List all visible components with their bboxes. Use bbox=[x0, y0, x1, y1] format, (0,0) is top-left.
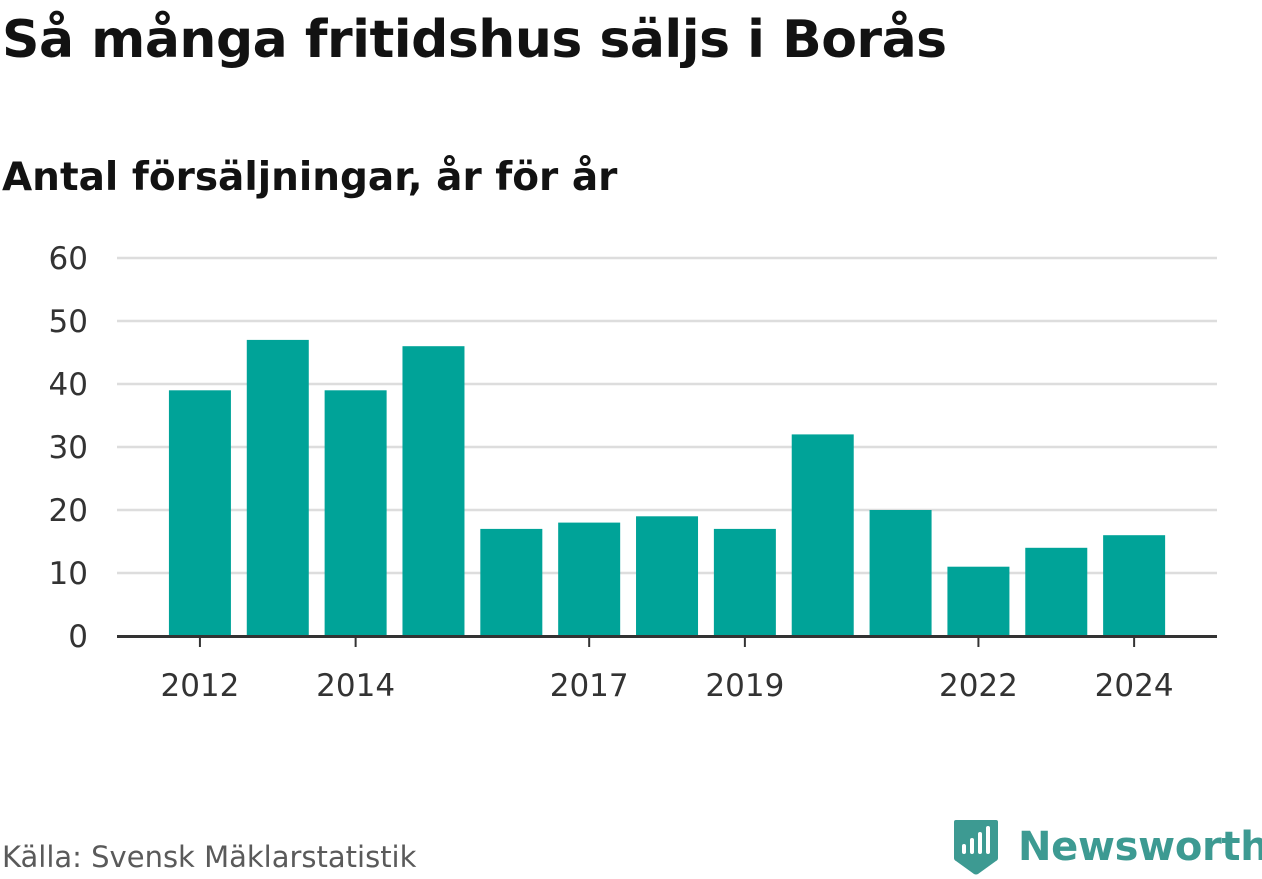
bar bbox=[324, 390, 387, 636]
x-tick-label: 2014 bbox=[316, 668, 395, 704]
bar-chart: 0 10 20 30 40 50 60 2012 2014 2017 2019 2022 2024 bbox=[49, 241, 1217, 704]
bar bbox=[558, 522, 621, 636]
bars bbox=[168, 339, 1166, 636]
x-tick-label: 2024 bbox=[1095, 668, 1174, 704]
x-tick-label: 2019 bbox=[705, 668, 784, 704]
bar bbox=[947, 566, 1010, 636]
chart-title: Så många fritidshus säljs i Borås bbox=[2, 10, 947, 70]
y-tick-label: 50 bbox=[49, 304, 88, 340]
bar bbox=[869, 510, 932, 636]
y-tick-label: 10 bbox=[49, 556, 88, 592]
x-tick-label: 2022 bbox=[939, 668, 1018, 704]
y-tick-label: 60 bbox=[49, 241, 88, 277]
newsworthy-logo-icon bbox=[954, 820, 998, 875]
x-axis-tick-labels: 2012 2014 2017 2019 2022 2024 bbox=[160, 668, 1173, 704]
bar bbox=[1103, 535, 1166, 636]
bar bbox=[1025, 547, 1088, 636]
bar bbox=[480, 528, 543, 636]
bar bbox=[636, 516, 699, 636]
source-note: Källa: Svensk Mäklarstatistik bbox=[2, 840, 417, 874]
bar bbox=[168, 390, 231, 636]
y-tick-label: 40 bbox=[49, 367, 88, 403]
brand-logo: Newsworthy bbox=[952, 818, 1262, 876]
bar bbox=[402, 346, 465, 636]
y-tick-label: 30 bbox=[49, 430, 88, 466]
y-tick-label: 20 bbox=[49, 493, 88, 529]
bar bbox=[713, 528, 776, 636]
y-axis-tick-labels: 0 10 20 30 40 50 60 bbox=[49, 241, 88, 655]
x-axis bbox=[117, 635, 1217, 647]
x-tick-label: 2012 bbox=[160, 668, 239, 704]
x-tick-label: 2017 bbox=[550, 668, 629, 704]
y-tick-label: 0 bbox=[68, 619, 88, 655]
brand-name: Newsworthy bbox=[1018, 824, 1262, 870]
chart-subtitle: Antal försäljningar, år för år bbox=[2, 155, 618, 200]
bar bbox=[791, 434, 854, 636]
bar bbox=[246, 339, 309, 636]
